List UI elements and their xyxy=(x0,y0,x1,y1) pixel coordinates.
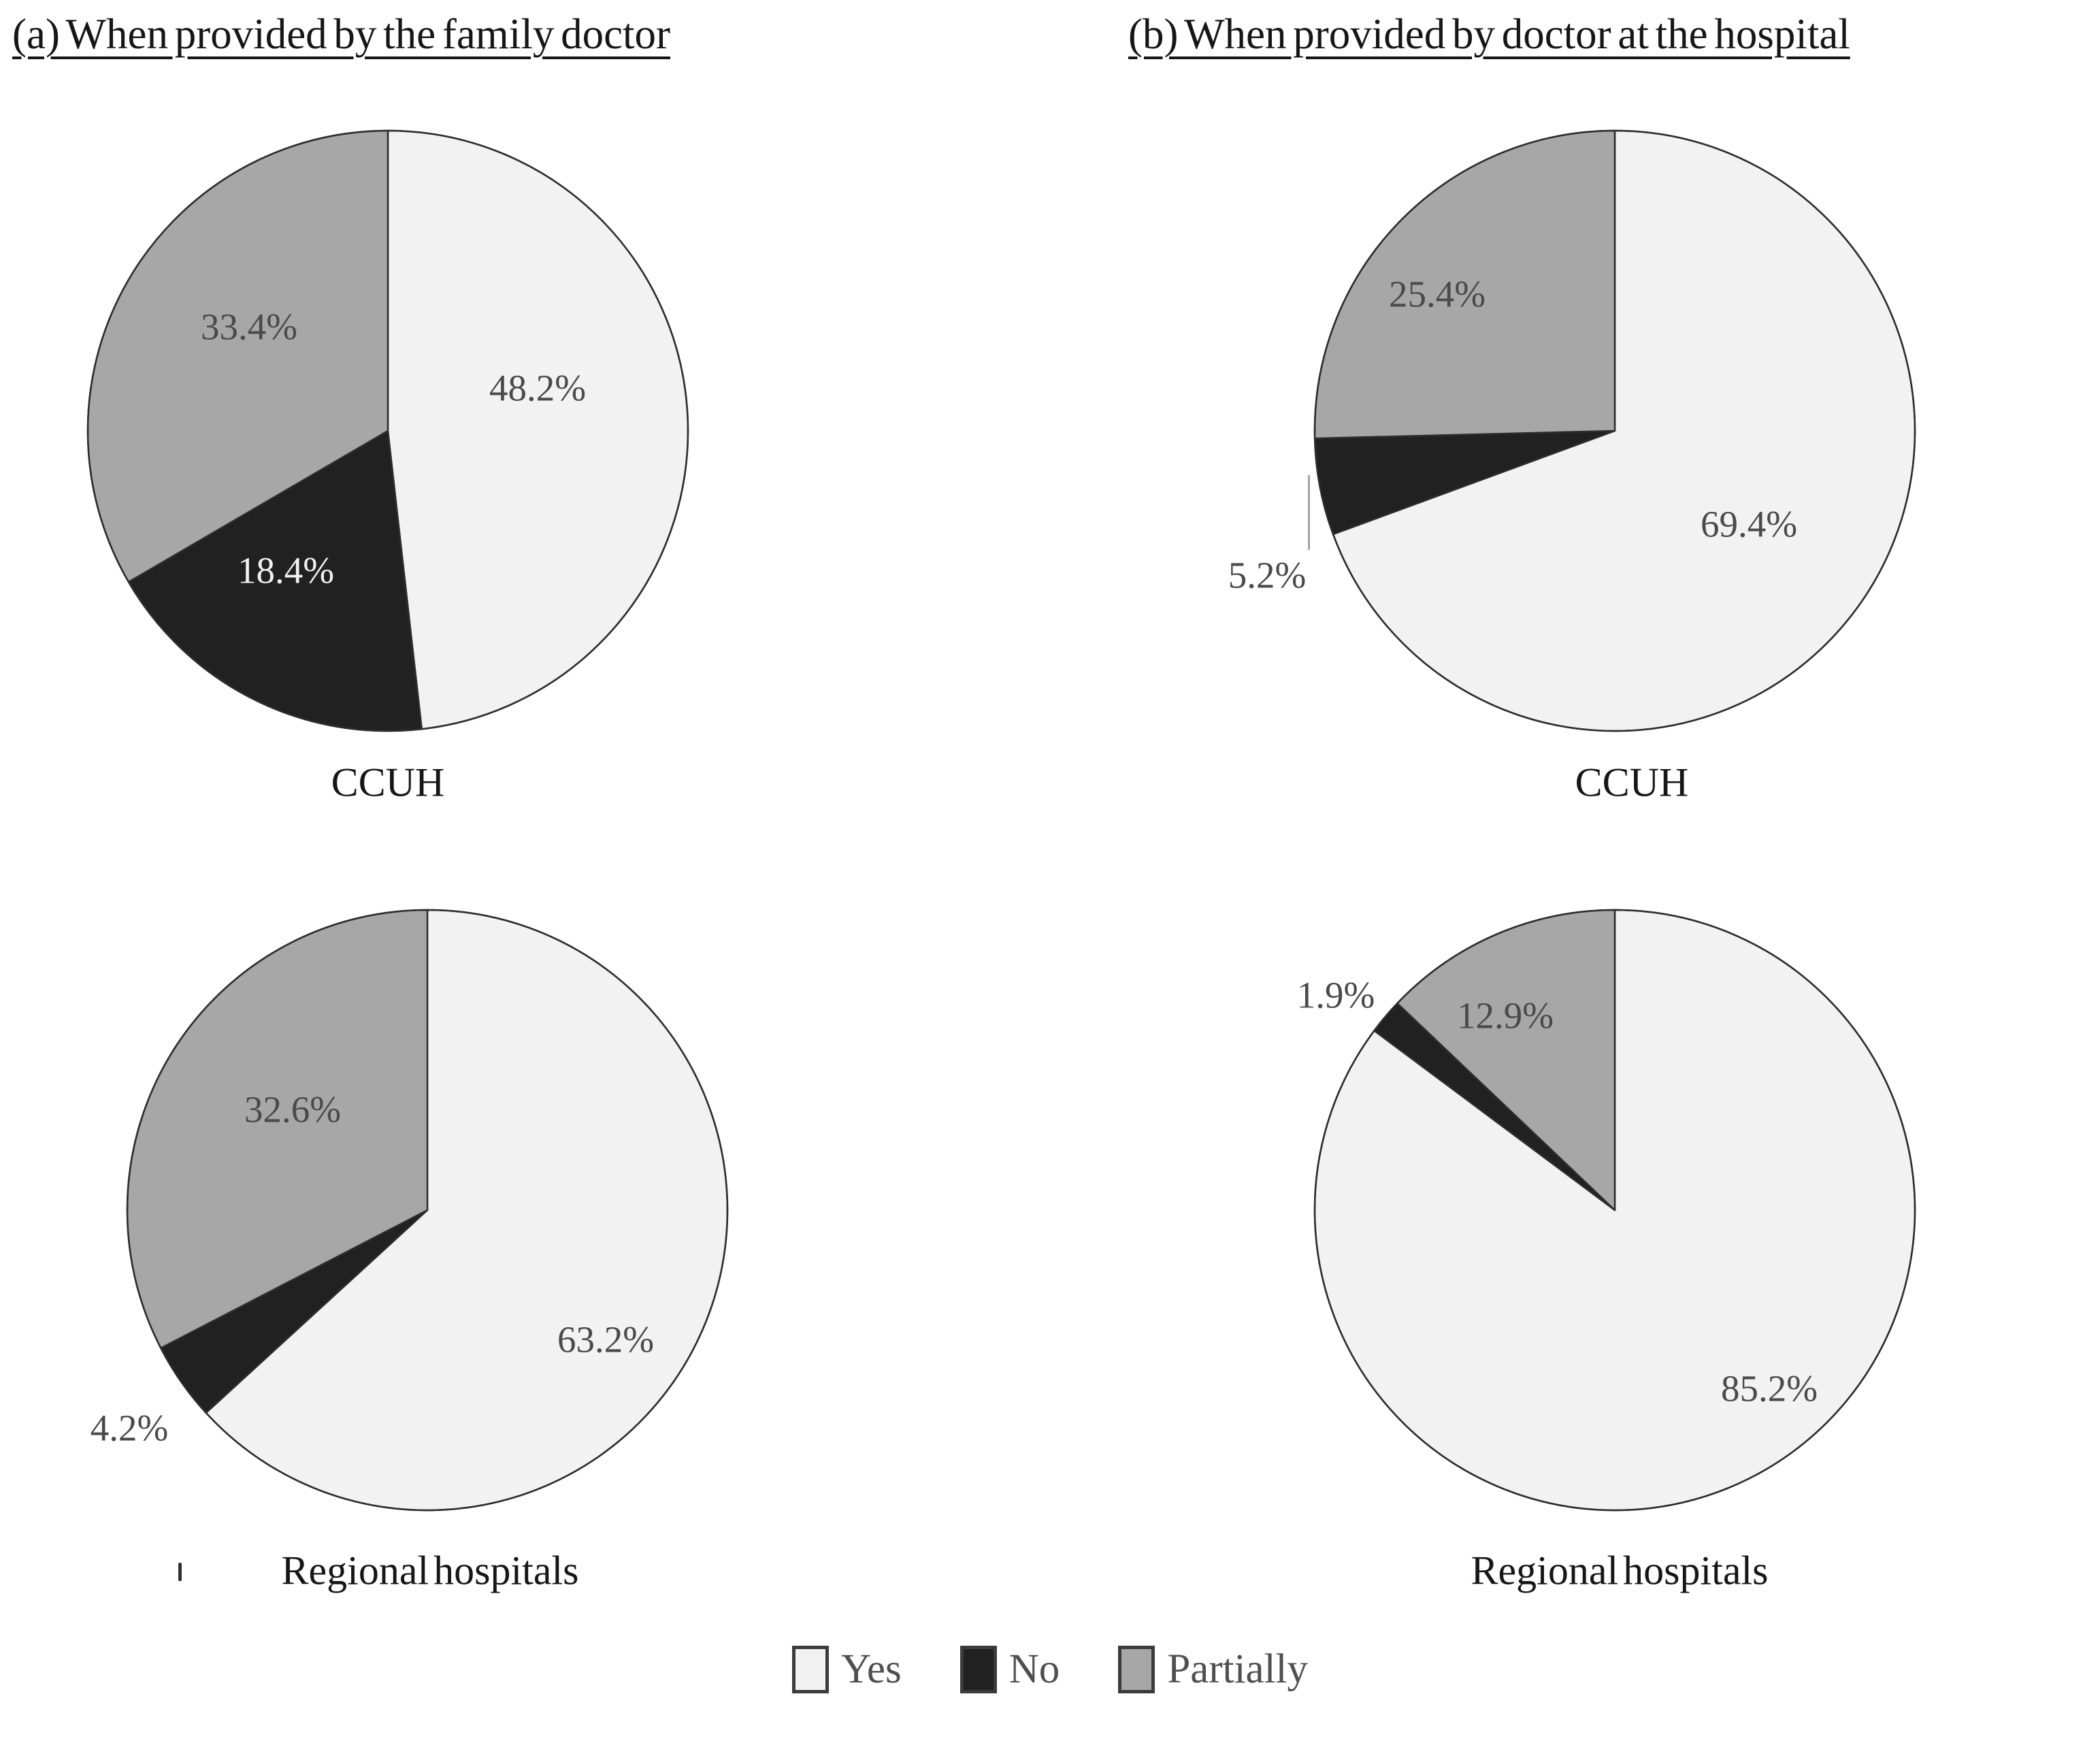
slice-label-yes: 63.2% xyxy=(557,1318,655,1361)
pie-rim xyxy=(126,909,729,1512)
legend-item-no: No xyxy=(959,1646,1060,1693)
legend-item-partially: Partially xyxy=(1118,1646,1308,1693)
legend: Yes No Partially xyxy=(0,1646,2100,1693)
stray-mark xyxy=(178,1563,182,1581)
slice-label-no: 5.2% xyxy=(1228,554,1307,596)
pie-caption-regional-b: Regional hospitals xyxy=(1471,1548,1769,1593)
slice-label-partially: 32.6% xyxy=(244,1088,342,1130)
slice-label-partially: 33.4% xyxy=(200,306,298,348)
pie-caption-regional-a: Regional hospitals xyxy=(281,1548,579,1593)
legend-item-yes: Yes xyxy=(791,1646,902,1693)
legend-swatch-yes xyxy=(791,1646,829,1693)
pie-rim xyxy=(1313,129,1916,732)
legend-label-partially: Partially xyxy=(1167,1646,1308,1692)
panel-title-a: (a) When provided by the family doctor xyxy=(12,10,671,58)
legend-label-no: No xyxy=(1008,1646,1060,1692)
slice-label-yes: 85.2% xyxy=(1720,1367,1818,1410)
slice-label-yes: 48.2% xyxy=(489,367,587,409)
slice-label-partially: 25.4% xyxy=(1388,273,1486,315)
pie-chart-a-regional-hospitals xyxy=(126,909,729,1512)
pie-chart-b-ccuh xyxy=(1313,129,1916,732)
pie-caption-ccuh-b: CCUH xyxy=(1575,760,1689,805)
panel-title-b: (b) When provided by doctor at the hospi… xyxy=(1128,10,1850,58)
pie-rim xyxy=(86,129,689,732)
legend-swatch-partially xyxy=(1118,1646,1155,1693)
slice-label-no: 4.2% xyxy=(90,1407,169,1449)
pie-caption-ccuh-a: CCUH xyxy=(331,760,445,805)
pie-chart-b-regional-hospitals xyxy=(1313,909,1916,1512)
pie-slice-yes xyxy=(387,129,689,730)
legend-label-yes: Yes xyxy=(840,1646,902,1692)
legend-swatch-no xyxy=(959,1646,997,1693)
pie-chart-a-ccuh xyxy=(86,129,689,732)
pie-rim xyxy=(1313,909,1916,1512)
slice-label-no: 18.4% xyxy=(237,549,335,591)
slice-label-no: 1.9% xyxy=(1296,974,1375,1016)
slice-label-partially: 12.9% xyxy=(1456,994,1554,1037)
leader-line-no-slice xyxy=(1308,475,1310,550)
slice-label-yes: 69.4% xyxy=(1700,503,1798,545)
